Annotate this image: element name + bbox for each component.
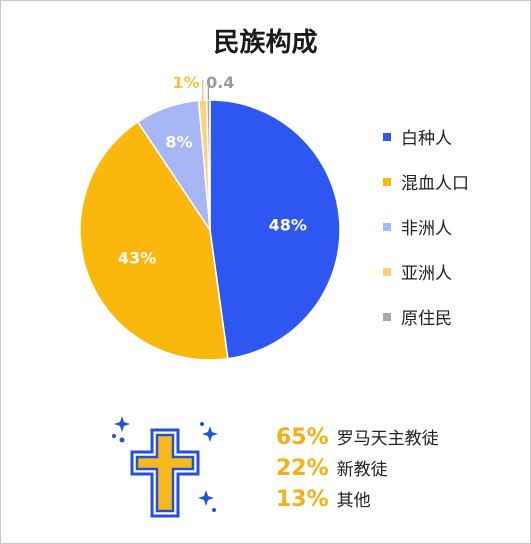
pie-slice-indigenous (205, 99, 211, 231)
legend-item-mixed: 混血人口 (383, 159, 469, 204)
religion-pct: 65% (276, 425, 329, 450)
religion-item: 65% 罗马天主教徒 (276, 424, 439, 455)
religion-pct: 22% (276, 456, 329, 481)
religion-pct: 13% (276, 487, 329, 512)
legend-label-indigenous: 原住民 (401, 309, 452, 329)
religion-label: 新教徒 (336, 460, 388, 480)
pie-slice-white (209, 99, 341, 360)
legend-swatch-african (383, 222, 391, 231)
legend-label-asian: 亚洲人 (401, 264, 452, 284)
pie-chart: 48% 43% 8% 1% 0.4 (79, 73, 341, 361)
legend-item-asian: 亚洲人 (383, 249, 469, 294)
chart-title: 民族构成 (213, 28, 318, 58)
sparkle-icon (200, 422, 218, 442)
religion-label: 罗马天主教徒 (336, 429, 439, 449)
religion-item: 22% 新教徒 (276, 455, 439, 486)
legend-swatch-asian (383, 267, 391, 276)
pie-slice-mixed (79, 120, 229, 361)
legend-label-white: 白种人 (401, 129, 452, 149)
legend-swatch-mixed (383, 177, 391, 186)
legend-label-mixed: 混血人口 (401, 174, 469, 194)
legend-label-african: 非洲人 (401, 219, 452, 239)
religion-label: 其他 (336, 491, 371, 511)
legend-item-indigenous: 原住民 (383, 294, 469, 339)
sparkle-icon (112, 416, 130, 443)
slice-label-indigenous: 0.4 (206, 73, 234, 92)
legend-swatch-white (383, 132, 391, 141)
sparkle-icon (198, 490, 216, 512)
slice-label-african: 8% (165, 133, 192, 152)
cross-icon (112, 416, 218, 518)
religion-list: 65% 罗马天主教徒 22% 新教徒 13% 其他 (276, 424, 439, 517)
slice-label-white: 48% (269, 216, 307, 235)
legend-item-african: 非洲人 (383, 204, 469, 249)
slice-label-mixed: 43% (118, 249, 156, 268)
legend-item-white: 白种人 (383, 114, 469, 159)
legend-swatch-indigenous (383, 312, 391, 321)
religion-item: 13% 其他 (276, 486, 439, 517)
legend: 白种人 混血人口 非洲人 亚洲人 原住民 (383, 114, 469, 339)
slice-label-asian: 1% (173, 73, 200, 92)
